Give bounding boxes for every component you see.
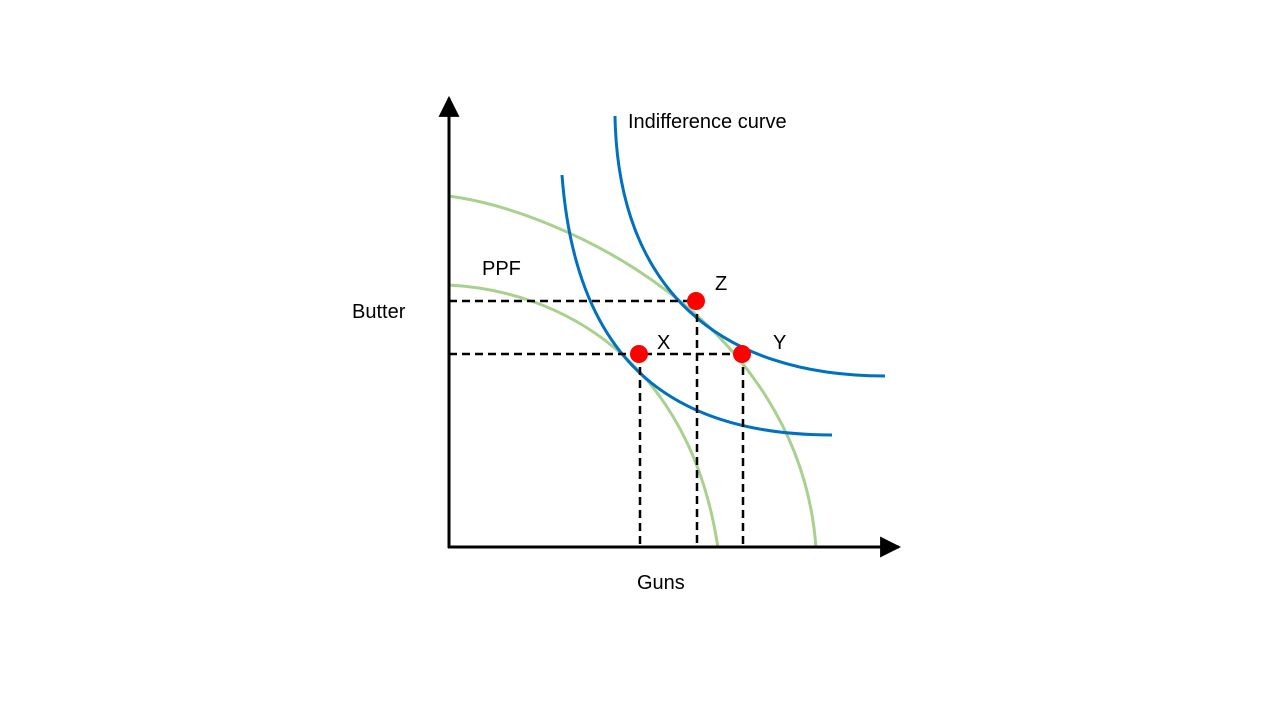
indifference-curve-upper (613, 115, 886, 378)
y-axis-label: Butter (352, 301, 406, 323)
x-axis-label: Guns (637, 572, 685, 594)
ppf-outer-curve (447, 194, 818, 549)
point-y-marker (733, 345, 751, 363)
point-x-marker (630, 345, 648, 363)
ppf-inner-curve (447, 283, 720, 549)
guide-lines (449, 299, 745, 547)
indifference-curve-label: Indifference curve (628, 111, 787, 133)
indifference-curve-lower (560, 174, 833, 437)
point-y-label: Y (773, 332, 786, 354)
point-z-label: Z (715, 273, 727, 295)
point-z-marker (687, 292, 705, 310)
ppf-label: PPF (482, 258, 521, 280)
point-x-label: X (657, 332, 670, 354)
